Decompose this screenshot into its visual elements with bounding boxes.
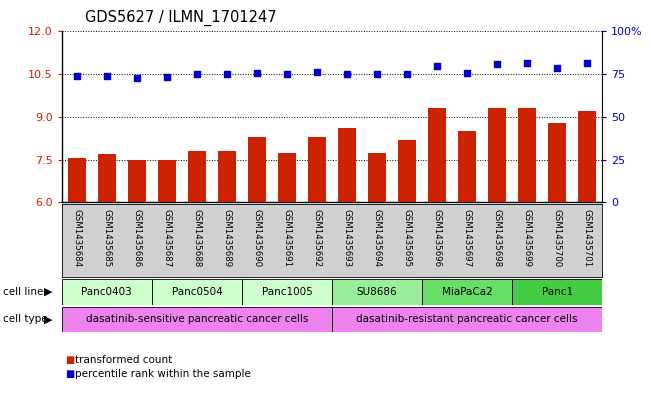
Point [191,71,202,77]
Text: GSM1435700: GSM1435700 [553,209,562,267]
Text: GSM1435684: GSM1435684 [72,209,81,267]
Point [282,70,292,77]
Bar [488,108,506,202]
Text: dasatinib-sensitive pancreatic cancer cells: dasatinib-sensitive pancreatic cancer ce… [86,314,308,324]
Point [492,61,503,67]
Text: ■: ■ [65,369,74,379]
Bar [332,279,422,305]
Text: GSM1435701: GSM1435701 [583,209,592,267]
Text: ■: ■ [65,354,74,365]
Point [222,70,232,77]
Bar [308,137,326,202]
Point [552,65,562,71]
Point [161,74,172,80]
Point [432,62,442,69]
Point [582,60,592,66]
Bar [332,307,602,332]
Point [102,73,112,80]
Text: GSM1435699: GSM1435699 [523,209,532,267]
Bar [128,160,146,202]
Text: GSM1435691: GSM1435691 [283,209,292,267]
Bar [422,279,512,305]
Text: transformed count: transformed count [75,354,172,365]
Point [402,71,412,77]
Text: cell type: cell type [3,314,48,324]
Point [522,60,533,66]
Point [312,69,322,75]
Text: GSM1435698: GSM1435698 [493,209,502,267]
Text: GSM1435689: GSM1435689 [223,209,232,267]
Text: Panc1: Panc1 [542,287,573,297]
Bar [518,108,536,202]
Point [372,71,382,77]
Text: ▶: ▶ [44,314,53,324]
Bar [578,111,596,202]
Text: GSM1435692: GSM1435692 [312,209,322,267]
Bar [62,307,332,332]
Text: Panc1005: Panc1005 [262,287,312,297]
Point [252,70,262,76]
Text: GSM1435695: GSM1435695 [402,209,411,267]
Text: GSM1435690: GSM1435690 [253,209,262,267]
Text: GSM1435686: GSM1435686 [132,209,141,267]
Text: cell line: cell line [3,287,44,297]
Text: GDS5627 / ILMN_1701247: GDS5627 / ILMN_1701247 [85,10,276,26]
Bar [188,151,206,202]
Bar [158,160,176,202]
Bar [278,152,296,202]
Text: SU8686: SU8686 [357,287,397,297]
Text: GSM1435696: GSM1435696 [432,209,441,267]
Text: GSM1435688: GSM1435688 [193,209,201,267]
Text: dasatinib-resistant pancreatic cancer cells: dasatinib-resistant pancreatic cancer ce… [356,314,578,324]
Bar [548,123,566,202]
Bar [62,279,152,305]
Point [72,72,82,79]
Bar [152,279,242,305]
Bar [428,108,446,202]
Bar [338,129,356,202]
Text: percentile rank within the sample: percentile rank within the sample [75,369,251,379]
Point [342,71,352,77]
Bar [68,158,86,202]
Bar [242,279,332,305]
Text: Panc0504: Panc0504 [172,287,222,297]
Bar [248,137,266,202]
Bar [512,279,602,305]
Point [462,70,473,76]
Text: GSM1435685: GSM1435685 [102,209,111,267]
Text: ▶: ▶ [44,287,53,297]
Text: GSM1435694: GSM1435694 [372,209,381,267]
Bar [458,131,476,202]
Bar [218,151,236,202]
Bar [398,140,416,202]
Bar [98,154,116,202]
Text: MiaPaCa2: MiaPaCa2 [442,287,492,297]
Point [132,75,142,82]
Text: GSM1435697: GSM1435697 [463,209,471,267]
Text: GSM1435693: GSM1435693 [342,209,352,267]
Text: GSM1435687: GSM1435687 [162,209,171,267]
Bar [368,152,386,202]
Text: Panc0403: Panc0403 [81,287,132,297]
